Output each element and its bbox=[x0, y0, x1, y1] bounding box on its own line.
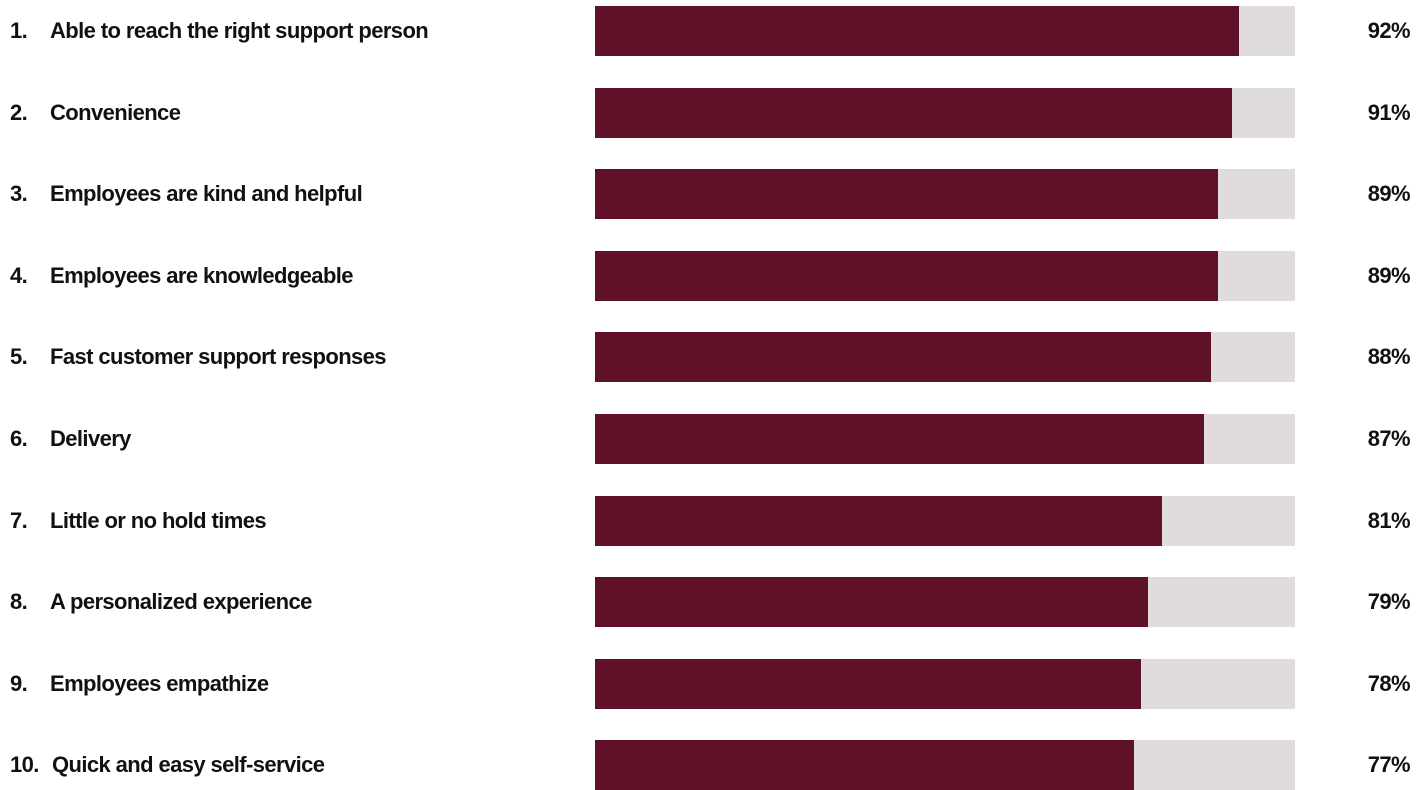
bar-track bbox=[595, 658, 1295, 709]
rank-label: 6. bbox=[10, 426, 28, 451]
category-label: Delivery bbox=[50, 426, 131, 451]
rank-label: 1. bbox=[10, 18, 28, 43]
value-label: 88% bbox=[1367, 344, 1411, 370]
bar-track bbox=[595, 332, 1295, 383]
bar bbox=[595, 495, 1162, 546]
value-label: 79% bbox=[1367, 589, 1411, 615]
rank-label: 7. bbox=[10, 507, 28, 533]
category-label: Employees are knowledgeable bbox=[50, 262, 354, 288]
bar bbox=[595, 414, 1204, 464]
rank-label: 10. bbox=[10, 752, 39, 778]
bar bbox=[595, 87, 1232, 138]
rank-label: 5. bbox=[10, 344, 28, 370]
category-label: A personalized experience bbox=[50, 589, 312, 615]
bar-track bbox=[595, 740, 1295, 790]
bar bbox=[595, 332, 1211, 383]
value-label: 81% bbox=[1367, 507, 1411, 533]
rank-label: 3. bbox=[10, 181, 28, 207]
chart-row: 5. Fast customer support responses 88% bbox=[0, 332, 1424, 383]
chart-row: 2. Convenience 91% bbox=[0, 87, 1424, 138]
chart-row: 1. Able to reach the right support person… bbox=[0, 6, 1424, 56]
rank-label: 2. bbox=[10, 99, 28, 125]
category-label: Able to reach the right support person bbox=[50, 18, 429, 43]
bar bbox=[595, 740, 1134, 790]
value-label: 92% bbox=[1367, 18, 1411, 43]
chart-row: 4. Employees are knowledgeable 89% bbox=[0, 250, 1424, 301]
category-label: Employees empathize bbox=[50, 670, 269, 696]
bar-track bbox=[595, 414, 1295, 464]
value-label: 77% bbox=[1367, 752, 1411, 778]
bar bbox=[595, 6, 1239, 56]
bar bbox=[595, 250, 1218, 301]
bar bbox=[595, 577, 1148, 628]
bar-track bbox=[595, 87, 1295, 138]
bar-track bbox=[595, 6, 1295, 56]
bar bbox=[595, 658, 1141, 709]
value-label: 89% bbox=[1367, 181, 1411, 207]
category-label: Quick and easy self-service bbox=[52, 752, 325, 778]
category-label: Little or no hold times bbox=[50, 507, 267, 533]
bar bbox=[595, 169, 1218, 220]
chart-row: 10. Quick and easy self-service 77% bbox=[0, 740, 1424, 790]
rank-label: 9. bbox=[10, 670, 28, 696]
value-label: 91% bbox=[1367, 99, 1411, 125]
bar-track bbox=[595, 577, 1295, 628]
chart-row: 3. Employees are kind and helpful 89% bbox=[0, 169, 1424, 220]
bar-track bbox=[595, 169, 1295, 220]
category-label: Employees are kind and helpful bbox=[50, 181, 363, 207]
rank-label: 8. bbox=[10, 589, 28, 615]
bar-track bbox=[595, 495, 1295, 546]
value-label: 78% bbox=[1367, 670, 1411, 696]
category-label: Fast customer support responses bbox=[50, 344, 387, 370]
chart-row: 6. Delivery 87% bbox=[0, 414, 1424, 464]
rank-label: 4. bbox=[10, 262, 28, 288]
chart-row: 8. A personalized experience 79% bbox=[0, 577, 1424, 628]
category-label: Convenience bbox=[50, 99, 181, 125]
chart-row: 9. Employees empathize 78% bbox=[0, 658, 1424, 709]
chart-row: 7. Little or no hold times 81% bbox=[0, 495, 1424, 546]
value-label: 89% bbox=[1367, 262, 1411, 288]
bar-track bbox=[595, 250, 1295, 301]
value-label: 87% bbox=[1367, 426, 1411, 451]
